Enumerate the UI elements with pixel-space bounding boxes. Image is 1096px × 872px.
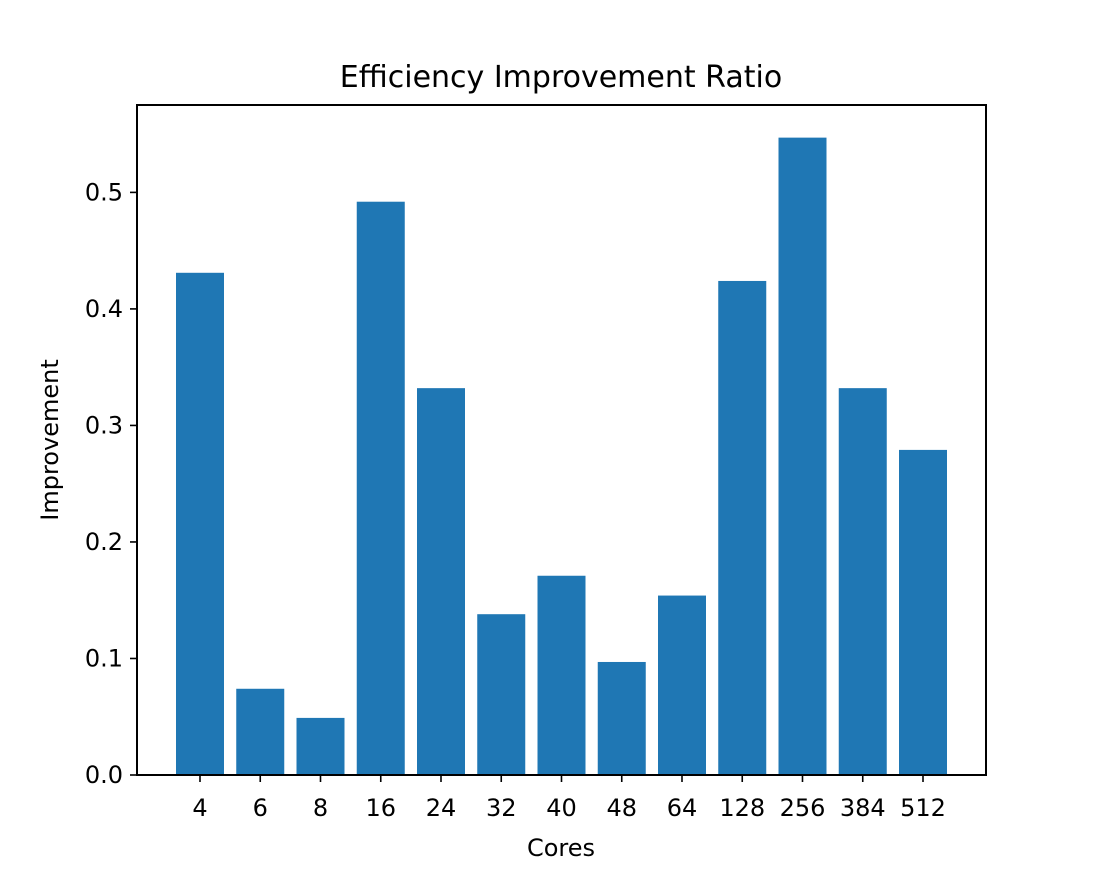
bar-24 bbox=[417, 388, 465, 775]
y-axis-ticks: 0.0 0.1 0.2 0.3 0.4 0.5 bbox=[85, 178, 137, 789]
x-tick-label: 256 bbox=[780, 794, 826, 822]
x-tick-label: 64 bbox=[667, 794, 698, 822]
bar-16 bbox=[356, 201, 405, 775]
chart-title: Efficiency Improvement Ratio bbox=[340, 60, 782, 95]
x-tick-label: 6 bbox=[253, 794, 268, 822]
x-tick-label: 32 bbox=[486, 794, 517, 822]
x-tick-label: 16 bbox=[365, 794, 396, 822]
y-tick-label: 0.4 bbox=[85, 295, 123, 323]
bar-384 bbox=[838, 388, 887, 775]
bar-40 bbox=[537, 575, 586, 775]
y-axis-label: Improvement bbox=[36, 359, 64, 520]
x-tick-label: 4 bbox=[192, 794, 207, 822]
x-tick-label: 40 bbox=[546, 794, 577, 822]
y-tick-label: 0.3 bbox=[85, 411, 123, 439]
y-tick-label: 0.2 bbox=[85, 528, 123, 556]
bar-32 bbox=[477, 614, 526, 775]
x-tick-label: 48 bbox=[606, 794, 637, 822]
bar-256 bbox=[778, 137, 827, 775]
x-tick-label: 24 bbox=[426, 794, 457, 822]
bar-64 bbox=[658, 595, 706, 775]
bar-4 bbox=[176, 272, 224, 775]
x-tick-label: 512 bbox=[900, 794, 946, 822]
bar-48 bbox=[597, 661, 646, 775]
bars-group bbox=[176, 137, 947, 775]
x-tick-label: 8 bbox=[313, 794, 328, 822]
bar-128 bbox=[718, 280, 767, 775]
x-tick-label: 128 bbox=[719, 794, 765, 822]
y-tick-label: 0.0 bbox=[85, 761, 123, 789]
bar-512 bbox=[899, 449, 947, 775]
x-axis-ticks: 4 6 8 16 24 32 40 48 64 128 256 384 512 bbox=[192, 775, 946, 822]
x-tick-label: 384 bbox=[840, 794, 886, 822]
x-axis-label: Cores bbox=[527, 834, 595, 862]
plot-frame bbox=[136, 104, 987, 776]
bar-6 bbox=[236, 688, 285, 775]
y-tick-label: 0.5 bbox=[85, 178, 123, 206]
y-tick-label: 0.1 bbox=[85, 644, 123, 672]
bar-8 bbox=[296, 717, 345, 775]
